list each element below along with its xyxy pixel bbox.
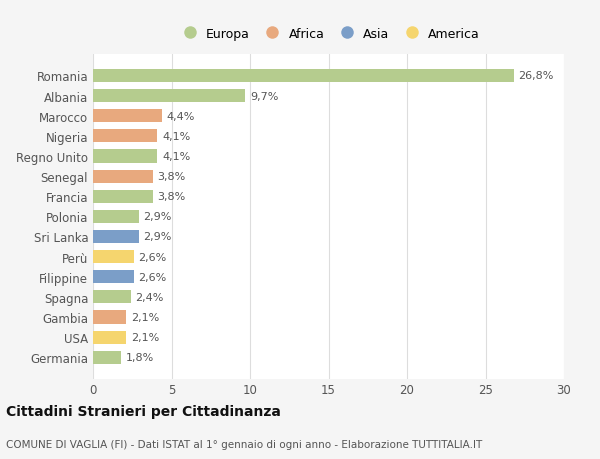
Text: 1,8%: 1,8% [126, 353, 154, 363]
Text: 4,4%: 4,4% [167, 112, 195, 122]
Text: 4,1%: 4,1% [162, 132, 190, 141]
Text: 2,9%: 2,9% [143, 212, 172, 222]
Text: 2,6%: 2,6% [139, 252, 167, 262]
Text: 2,6%: 2,6% [139, 272, 167, 282]
Bar [93, 271, 134, 284]
Text: 2,9%: 2,9% [143, 232, 172, 242]
Bar [93, 331, 126, 344]
Bar [93, 150, 157, 163]
Bar [93, 351, 121, 364]
Bar [93, 190, 152, 203]
Bar [93, 170, 152, 183]
Text: COMUNE DI VAGLIA (FI) - Dati ISTAT al 1° gennaio di ogni anno - Elaborazione TUT: COMUNE DI VAGLIA (FI) - Dati ISTAT al 1°… [6, 440, 482, 449]
Text: 26,8%: 26,8% [518, 71, 554, 81]
Text: 2,1%: 2,1% [131, 312, 159, 322]
Legend: Europa, Africa, Asia, America: Europa, Africa, Asia, America [172, 22, 485, 45]
Text: 2,1%: 2,1% [131, 332, 159, 342]
Bar [93, 210, 139, 224]
Bar [93, 251, 134, 263]
Text: 2,4%: 2,4% [136, 292, 164, 302]
Bar [93, 230, 139, 243]
Text: 4,1%: 4,1% [162, 151, 190, 162]
Bar [93, 311, 126, 324]
Bar [93, 291, 131, 304]
Bar [93, 90, 245, 103]
Bar [93, 110, 162, 123]
Text: 3,8%: 3,8% [157, 172, 185, 182]
Bar [93, 130, 157, 143]
Text: 9,7%: 9,7% [250, 91, 278, 101]
Text: 3,8%: 3,8% [157, 192, 185, 202]
Bar [93, 70, 514, 83]
Text: Cittadini Stranieri per Cittadinanza: Cittadini Stranieri per Cittadinanza [6, 404, 281, 419]
